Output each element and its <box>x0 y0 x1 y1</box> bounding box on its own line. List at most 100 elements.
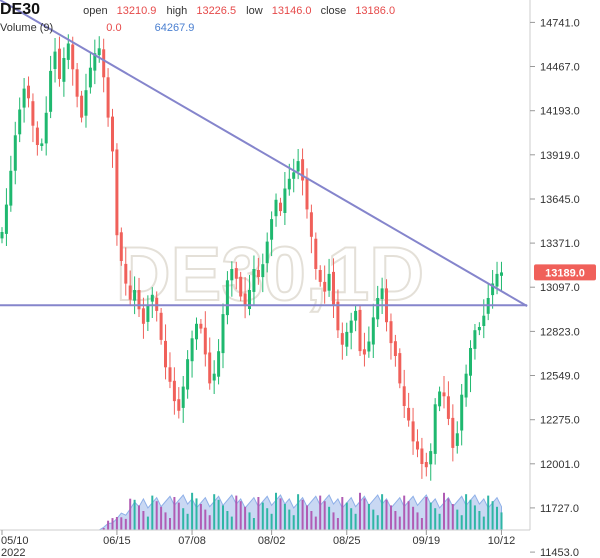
candle-body <box>124 263 128 284</box>
candle-body <box>111 116 114 152</box>
y-tick-label: 11727.0 <box>540 503 579 515</box>
candle-body <box>106 77 110 118</box>
trendline-layer[interactable] <box>0 0 528 307</box>
candle-body <box>93 53 97 71</box>
volume-bar <box>487 495 490 530</box>
candle-body <box>438 391 442 407</box>
volume-bar <box>288 509 291 530</box>
volume-bar <box>155 501 158 530</box>
candle-body <box>9 170 13 206</box>
y-tick-label: 14193.0 <box>540 106 580 118</box>
volume-bar <box>416 512 419 530</box>
volume-bar <box>323 501 326 530</box>
volume-bar <box>142 511 145 530</box>
volume-value: 0.0 <box>106 22 122 34</box>
candle-body <box>234 268 238 279</box>
volume-bar <box>283 504 286 530</box>
volume-bar <box>252 518 255 530</box>
candle-body <box>102 49 106 78</box>
candle-body <box>287 178 291 190</box>
candle-body <box>301 159 305 181</box>
volume-bar <box>133 499 136 530</box>
y-tick-label: 13919.0 <box>540 150 580 162</box>
candle-body <box>451 417 455 448</box>
volume-bar <box>456 509 459 530</box>
candle-body <box>168 367 172 382</box>
volume-bar <box>447 498 450 530</box>
volume-bar <box>350 508 353 530</box>
volume-bar <box>213 494 216 530</box>
open-value: 13210.9 <box>116 5 157 17</box>
volume-bar <box>257 497 260 530</box>
volume-bar <box>496 506 498 530</box>
candle-body <box>349 320 353 333</box>
volume-bar <box>425 497 428 530</box>
candle-body <box>482 315 486 326</box>
high-label: high <box>166 5 188 17</box>
volume-bar <box>354 513 357 530</box>
volume-bar <box>292 515 295 530</box>
candle-body <box>40 143 44 146</box>
volume-bar <box>438 513 441 530</box>
candle-body <box>261 264 265 278</box>
candle-body <box>367 341 371 352</box>
candle-body <box>230 269 234 281</box>
candle-body <box>62 58 66 82</box>
volume-bar <box>359 492 361 530</box>
volume-bar <box>115 517 118 530</box>
low-value: 13146.0 <box>271 5 312 17</box>
high-value: 13226.5 <box>196 5 237 17</box>
close-label: close <box>320 5 347 17</box>
candle-body <box>177 399 181 411</box>
candle-body <box>477 327 481 331</box>
candle-body <box>119 232 123 261</box>
volume-bar <box>279 498 282 530</box>
volume-bar <box>363 498 366 530</box>
candle-body <box>208 352 212 384</box>
candle-body <box>420 448 424 464</box>
y-tick-label: 13097.0 <box>540 282 580 294</box>
candle-body <box>296 161 300 172</box>
volume-bar <box>390 505 392 530</box>
candle-body <box>221 314 225 354</box>
volume-bar <box>120 517 123 531</box>
candle-body <box>150 294 154 302</box>
volume-bar <box>151 495 154 530</box>
y-tick-label: 11453.0 <box>540 547 579 558</box>
candle-body <box>495 273 499 287</box>
volume-bar <box>310 511 313 530</box>
candle-body <box>270 219 274 240</box>
candle-body <box>137 290 141 310</box>
candle-body <box>332 271 335 305</box>
candle-layer <box>0 34 503 481</box>
volume-bar <box>182 508 185 530</box>
candle-body <box>433 404 437 454</box>
volume-bar <box>367 504 370 530</box>
candle-body <box>225 280 229 316</box>
candle-body <box>411 421 415 442</box>
volume-bar <box>376 515 379 530</box>
volume-bar <box>420 518 423 530</box>
candle-body <box>133 290 137 301</box>
volume-bar <box>465 494 468 530</box>
volume-layer <box>2 492 503 531</box>
candle-body <box>58 48 61 79</box>
candle-body <box>190 338 194 362</box>
candle-body <box>305 177 309 210</box>
candle-body <box>398 353 402 384</box>
open-label: open <box>83 5 108 17</box>
candle-body <box>274 199 278 217</box>
candle-body <box>446 396 450 419</box>
volume-bar <box>239 501 242 530</box>
candle-body <box>469 348 472 376</box>
candle-body <box>424 462 428 468</box>
downtrend-line[interactable] <box>0 0 528 307</box>
candle-body <box>212 373 216 381</box>
candle-body <box>239 276 243 297</box>
y-tick-label: 12001.0 <box>540 459 580 471</box>
volume-bar <box>341 497 344 530</box>
volume-bar <box>275 492 277 530</box>
candle-body <box>292 172 296 179</box>
volume-bar <box>469 499 472 530</box>
